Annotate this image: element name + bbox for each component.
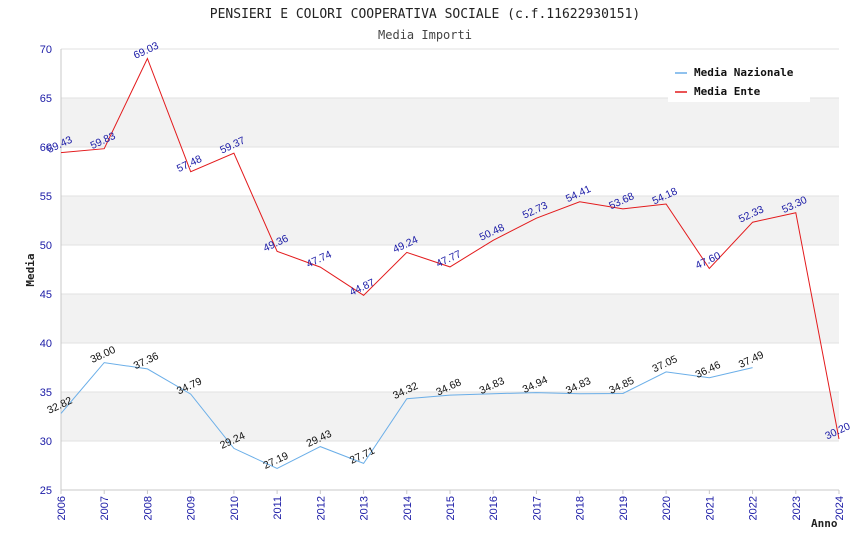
legend-box [668, 60, 810, 102]
series-line-media-ente [60, 57, 840, 440]
y-tick-label: 30 [40, 436, 52, 448]
chart-subtitle: Media Importi [378, 28, 472, 42]
x-tick-label: 2009 [186, 496, 198, 520]
grid-bands [61, 48, 839, 491]
series-layer [60, 57, 840, 470]
y-tick-label: 25 [40, 485, 52, 497]
y-tick-label: 60 [40, 142, 52, 154]
x-tick-label: 2021 [704, 496, 716, 520]
chart-title: PENSIERI E COLORI COOPERATIVA SOCIALE (c… [210, 7, 640, 22]
x-tick-label: 2022 [748, 496, 760, 520]
y-tick-label: 65 [40, 93, 52, 105]
x-tick-label: 2020 [661, 496, 673, 520]
grid-band [61, 294, 839, 343]
x-tick-label: 2017 [531, 496, 543, 520]
y-axis-title: Media [24, 253, 37, 286]
x-tick-label: 2018 [575, 496, 587, 520]
x-tick-label: 2011 [272, 496, 284, 520]
legend-label: Media Ente [694, 85, 761, 98]
y-tick-label: 50 [40, 240, 52, 252]
y-tick-label: 40 [40, 338, 52, 350]
y-tick-label: 55 [40, 191, 52, 203]
grid-band [61, 98, 839, 147]
legend-label: Media Nazionale [694, 66, 794, 79]
y-tick-label: 45 [40, 289, 52, 301]
grid-band [61, 245, 839, 294]
x-axis-title: Anno [811, 517, 838, 530]
x-tick-label: 2010 [229, 496, 241, 520]
x-tick-label: 2007 [99, 496, 111, 520]
x-tick-label: 2008 [142, 496, 154, 520]
axes: 25 30 35 40 45 50 55 60 65 70 2006 2007 2008 2009 2010… [40, 44, 846, 520]
x-tick-label: 2013 [359, 496, 371, 520]
x-tick-label: 2015 [445, 496, 457, 520]
x-tick-label: 2014 [402, 496, 414, 520]
x-tick-label: 2012 [315, 496, 327, 520]
legend: Media Nazionale Media Ente [668, 60, 810, 102]
x-tick-label: 2023 [791, 496, 803, 520]
grid-band [61, 196, 839, 245]
grid-band [61, 343, 839, 392]
grid-band [61, 441, 839, 490]
x-tick-label: 2024 [834, 496, 846, 520]
x-tick-label: 2016 [488, 496, 500, 520]
x-tick-label: 2019 [618, 496, 630, 520]
series-line-media-nazionale [60, 362, 753, 470]
y-tick-label: 35 [40, 387, 52, 399]
x-tick-label: 2006 [56, 496, 68, 520]
grid-band [61, 392, 839, 441]
y-tick-label: 70 [40, 44, 52, 56]
